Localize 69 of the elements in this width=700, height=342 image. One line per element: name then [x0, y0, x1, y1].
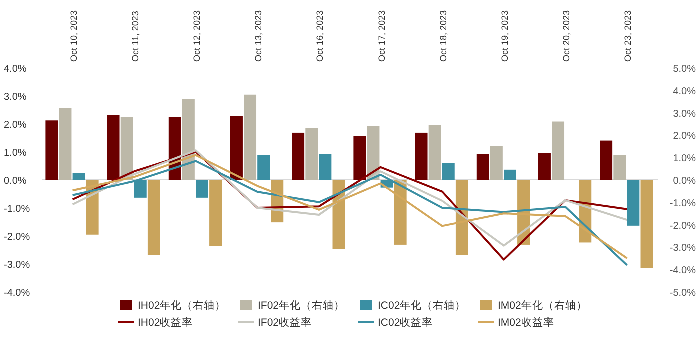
- y2-tick-label: -4.0%: [670, 266, 696, 277]
- x-tick-label: Oct 20, 2023: [562, 10, 572, 62]
- legend-label: IC02年化（右轴）: [378, 299, 466, 312]
- bar: [258, 155, 270, 180]
- bar: [182, 99, 195, 180]
- y2-tick-label: 2.0%: [673, 131, 696, 142]
- bar: [196, 180, 208, 198]
- y2-tick-label: 5.0%: [673, 64, 696, 75]
- bar: [504, 170, 516, 180]
- bar: [552, 122, 565, 180]
- y-tick-label: 2.0%: [4, 120, 27, 131]
- y2-tick-label: -2.0%: [670, 220, 696, 232]
- legend-label: IM02年化（右轴）: [498, 299, 588, 312]
- legend-label: IH02年化（右轴）: [138, 299, 226, 312]
- bar: [600, 140, 613, 180]
- legend-label: IF02收益率: [258, 316, 312, 329]
- bar: [456, 180, 468, 256]
- bar: [244, 94, 257, 180]
- bar: [614, 155, 626, 180]
- x-tick-label: Oct 11, 2023: [130, 11, 140, 62]
- y-tick-label: 0.0%: [4, 176, 27, 187]
- x-tick-label: Oct 13, 2023: [254, 10, 264, 62]
- legend-label: IF02年化（右轴）: [258, 299, 346, 312]
- x-tick-label: Oct 16, 2023: [315, 10, 326, 62]
- bar: [120, 117, 134, 180]
- bar: [627, 180, 640, 226]
- bar: [46, 120, 58, 180]
- bar: [319, 154, 332, 180]
- bar: [476, 154, 490, 180]
- y-tick-label: 3.0%: [4, 92, 27, 103]
- bar: [415, 132, 428, 180]
- legend-label: IC02收益率: [378, 316, 434, 329]
- bar: [148, 180, 160, 256]
- x-tick-label: Oct 10, 2023: [68, 10, 79, 62]
- y-tick-label: -2.0%: [4, 232, 30, 243]
- bar: [59, 108, 72, 180]
- bar: [107, 115, 120, 180]
- y2-tick-label: -1.0%: [670, 198, 696, 210]
- y-tick-label: 4.0%: [4, 64, 27, 75]
- legend-label: IH02收益率: [138, 316, 194, 329]
- x-tick-label: Oct 17, 2023: [376, 10, 387, 62]
- y2-tick-label: 1.0%: [673, 154, 696, 165]
- bar: [72, 173, 86, 180]
- y2-tick-label: 0.0%: [673, 176, 696, 187]
- bar: [640, 180, 654, 268]
- legend-label: IM02收益率: [498, 316, 554, 329]
- bar: [442, 163, 455, 180]
- bar: [210, 180, 222, 246]
- y2-tick-label: -3.0%: [670, 243, 696, 254]
- x-tick-label: Oct 23, 2023: [623, 10, 634, 62]
- bar: [354, 136, 366, 180]
- y-tick-label: -4.0%: [4, 288, 30, 299]
- bar: [428, 125, 442, 180]
- y2-tick-label: 3.0%: [673, 108, 696, 120]
- y-tick-label: -1.0%: [4, 204, 30, 215]
- bar: [394, 180, 407, 245]
- x-tick-label: Oct 18, 2023: [438, 10, 448, 62]
- y2-tick-label: -5.0%: [670, 288, 696, 299]
- bar: [306, 128, 318, 180]
- y-tick-label: -3.0%: [4, 260, 30, 271]
- bar: [538, 153, 551, 180]
- bar: [230, 116, 243, 180]
- bar: [134, 180, 147, 198]
- x-tick-label: Oct 19, 2023: [500, 10, 510, 62]
- x-tick-label: Oct 12, 2023: [192, 10, 202, 62]
- bar: [490, 146, 503, 180]
- y-tick-label: 1.0%: [4, 148, 27, 159]
- y2-tick-label: 4.0%: [673, 86, 696, 98]
- bar: [292, 132, 305, 180]
